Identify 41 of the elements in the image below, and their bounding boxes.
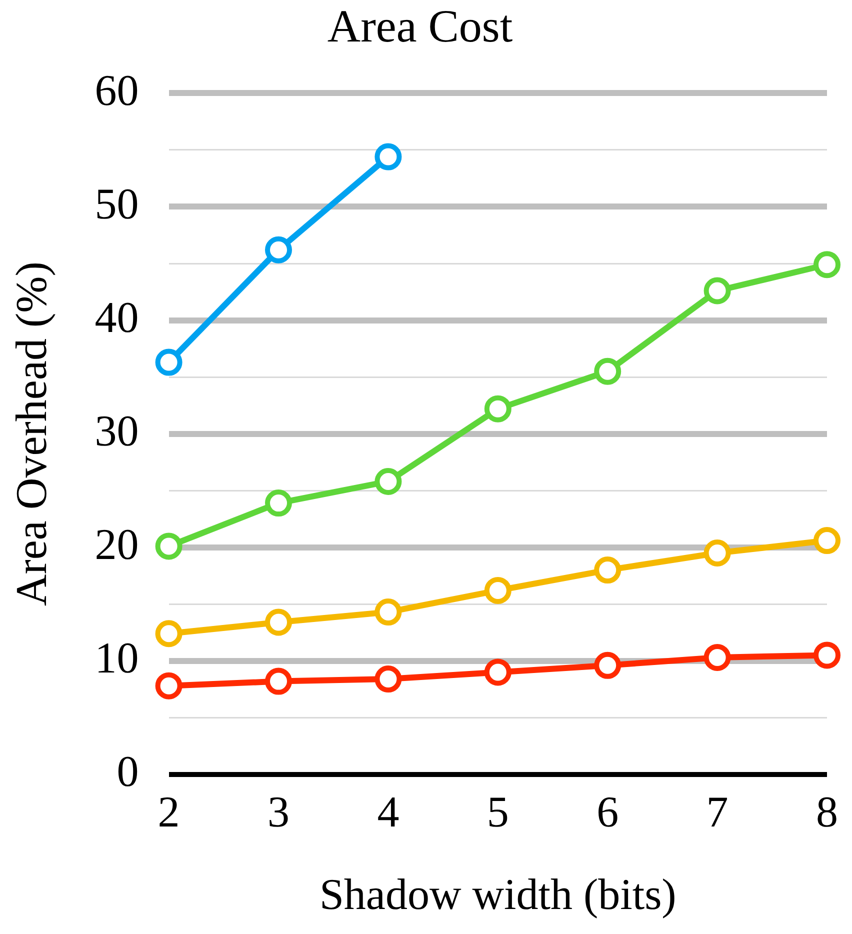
x-tick-label: 5: [486, 787, 509, 836]
point: [265, 668, 292, 695]
x-tick-label: 7: [706, 787, 728, 836]
x-tick-label: 4: [377, 787, 400, 836]
y-tick-label: 30: [94, 406, 139, 456]
point: [814, 251, 840, 278]
x-tick-label: 8: [816, 787, 838, 836]
point: [814, 527, 840, 554]
point: [265, 490, 292, 517]
y-tick-label: 60: [94, 66, 139, 115]
point: [265, 236, 292, 264]
chart-title: Area Cost: [327, 0, 513, 52]
point: [484, 658, 512, 686]
point: [155, 348, 182, 376]
point: [374, 468, 402, 495]
point: [484, 395, 512, 422]
point: [594, 556, 622, 584]
point: [374, 143, 402, 170]
y-tick-label: 10: [94, 633, 139, 682]
point: [594, 652, 622, 679]
point: [374, 598, 402, 626]
y-axis-title: Area Overhead (%): [6, 262, 56, 606]
point: [484, 576, 512, 604]
point: [704, 540, 731, 567]
point: [814, 642, 840, 669]
y-tick-label: 20: [94, 520, 139, 569]
point: [265, 608, 292, 636]
y-tick-label: 40: [94, 292, 139, 342]
x-tick-label: 2: [158, 787, 180, 836]
point: [155, 672, 182, 700]
point: [594, 358, 622, 385]
x-tick-label: 3: [268, 787, 290, 836]
x-axis-title: Shadow width (bits): [319, 870, 676, 920]
y-tick-label: 0: [116, 746, 139, 796]
point: [374, 666, 402, 693]
point: [704, 644, 731, 671]
point: [155, 620, 182, 648]
point: [155, 532, 182, 560]
point: [704, 277, 731, 304]
y-tick-label: 50: [94, 179, 139, 228]
x-tick-label: 6: [596, 787, 619, 836]
